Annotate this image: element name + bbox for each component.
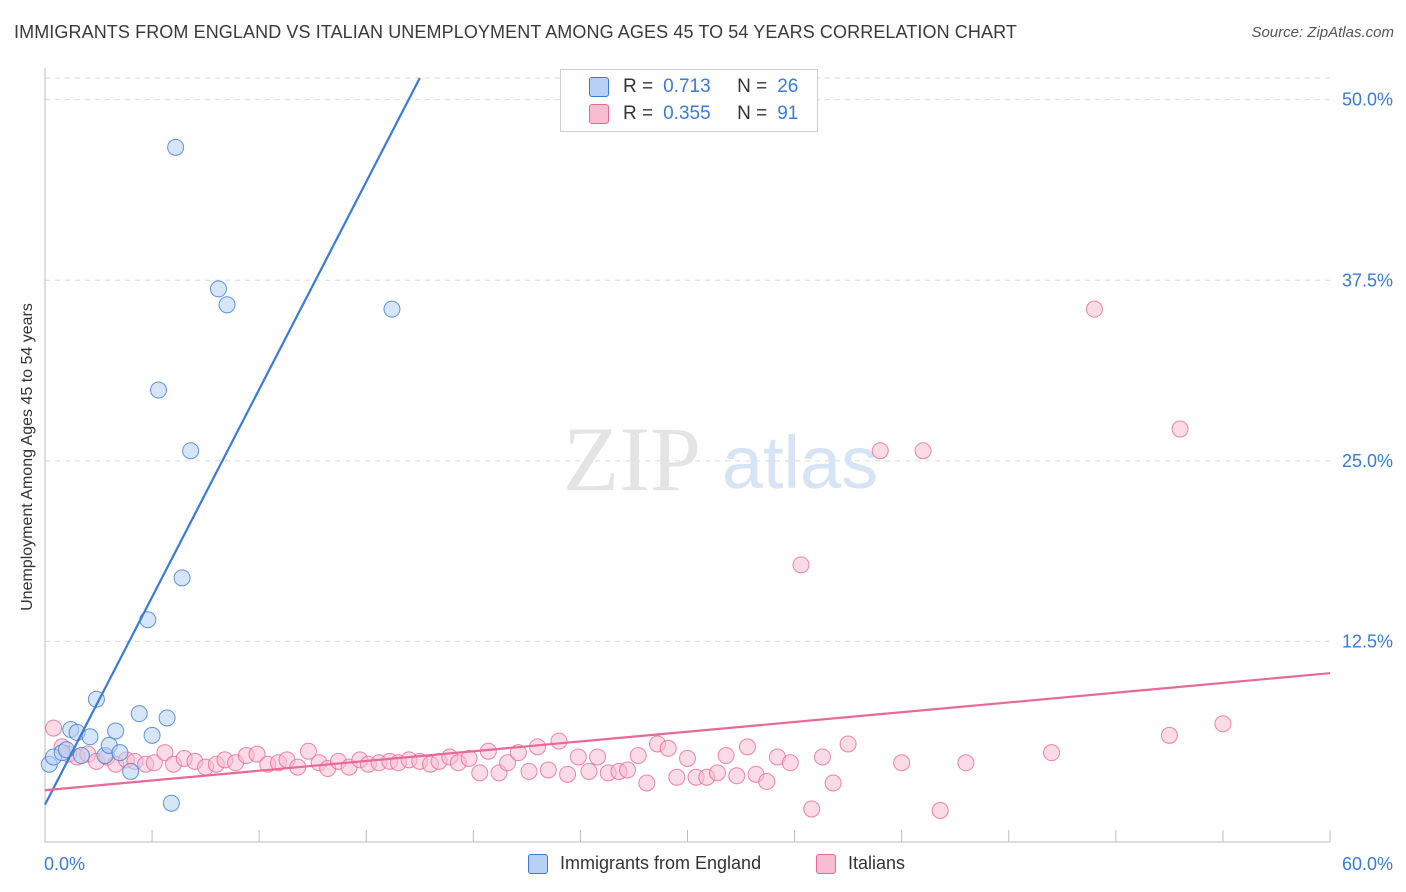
legend-r-label: R =: [623, 76, 654, 97]
italians-point: [668, 768, 686, 786]
legend-row-england: R = 0.713 N = 26: [561, 74, 798, 100]
england-point: [158, 709, 176, 727]
legend-item-italians[interactable]: Italians: [816, 853, 905, 874]
italians-point: [509, 744, 527, 762]
legend-stats: R = 0.713 N = 26 R = 0.355 N = 91: [560, 69, 818, 132]
england-point: [122, 762, 140, 780]
italians-point: [781, 754, 799, 772]
england-point: [143, 726, 161, 744]
legend-label-italians: Italians: [848, 853, 906, 873]
england-trend-line: [44, 77, 421, 806]
england-point: [162, 794, 180, 812]
italians-point: [1214, 715, 1232, 733]
legend-series: Immigrants from England Italians: [0, 850, 1406, 878]
italians-point: [957, 754, 975, 772]
italians-point: [871, 442, 889, 460]
italians-point: [629, 747, 647, 765]
axes: [44, 68, 1331, 843]
grid: [45, 77, 1330, 642]
italians-point: [792, 556, 810, 574]
italians-point: [460, 749, 478, 767]
italians-point: [619, 761, 637, 779]
england-point: [72, 747, 90, 765]
italians-point: [589, 748, 607, 766]
italians-point: [813, 748, 831, 766]
england-point: [130, 705, 148, 723]
legend-label-england: Immigrants from England: [560, 853, 762, 873]
italians-point: [559, 765, 577, 783]
y-tick-label: 37.5%: [1342, 270, 1393, 290]
italians-point: [299, 742, 317, 760]
legend-row-italians: R = 0.355 N = 91: [561, 101, 798, 127]
legend-r-value: 0.713: [663, 76, 711, 97]
legend-r-value: 0.355: [663, 103, 711, 124]
italians-point: [550, 732, 568, 750]
legend-n-label: N =: [737, 76, 768, 97]
italians-point: [1085, 300, 1103, 318]
italians-point: [803, 800, 821, 818]
italians-point: [738, 738, 756, 756]
italians-point: [931, 801, 949, 819]
italians-point: [839, 735, 857, 753]
italians-point: [659, 739, 677, 757]
legend-n-label: N =: [737, 103, 768, 124]
italians-point: [539, 761, 557, 779]
england-point: [150, 381, 168, 399]
england-point: [81, 728, 99, 746]
tick-labels: 12.5% 25.0% 37.5% 50.0% 0.0% 60.0%: [44, 90, 1393, 874]
italians-point: [728, 767, 746, 785]
y-tick-label: 25.0%: [1342, 451, 1393, 471]
x-tick-label: 0.0%: [44, 854, 85, 874]
italians-point: [1043, 744, 1061, 762]
legend-swatch-blue: [589, 77, 609, 97]
legend-item-england[interactable]: Immigrants from England: [528, 853, 761, 874]
watermark-zip: ZIP: [563, 408, 701, 510]
england-point: [182, 442, 200, 460]
watermark: ZIP atlas: [563, 408, 878, 510]
england-point: [173, 569, 191, 587]
england-point: [167, 138, 185, 156]
italians-point: [569, 748, 587, 766]
y-tick-label: 50.0%: [1342, 90, 1393, 110]
italians-point: [914, 442, 932, 460]
england-point: [209, 280, 227, 298]
legend-swatch-pink: [816, 853, 836, 874]
italians-point: [824, 774, 842, 792]
italians-point: [520, 762, 538, 780]
legend-n-value: 91: [777, 103, 799, 124]
legend-swatch-pink: [589, 104, 609, 124]
england-point: [218, 296, 236, 314]
italians-point: [45, 719, 63, 737]
watermark-atlas: atlas: [722, 421, 878, 504]
italians-point: [708, 764, 726, 782]
italians-point: [679, 749, 696, 767]
italians-point: [893, 754, 911, 772]
england-point: [383, 300, 401, 318]
italians-point: [1171, 420, 1189, 438]
data-points: [40, 138, 1232, 819]
legend-n-value: 26: [777, 76, 799, 97]
italians-point: [145, 754, 163, 772]
italians-point: [248, 745, 266, 763]
italians-point: [471, 764, 489, 782]
england-point: [107, 722, 125, 740]
italians-point: [580, 762, 598, 780]
y-tick-label: 12.5%: [1342, 631, 1393, 651]
italians-point: [499, 754, 517, 772]
italians-trend-line: [44, 672, 1331, 792]
source-label: Source: ZipAtlas.com: [1251, 24, 1394, 41]
trend-lines: [44, 77, 1331, 806]
chart-title: IMMIGRANTS FROM ENGLAND VS ITALIAN UNEMP…: [14, 22, 1017, 42]
legend-swatch-blue: [528, 853, 548, 874]
italians-point: [156, 744, 174, 762]
italians-point: [1160, 726, 1178, 744]
x-tick-label: 60.0%: [1342, 854, 1393, 874]
legend-r-label: R =: [623, 103, 654, 124]
england-point: [111, 744, 129, 762]
italians-point: [638, 774, 656, 792]
england-point: [57, 741, 75, 759]
italians-point: [717, 747, 735, 765]
italians-point: [758, 773, 776, 791]
